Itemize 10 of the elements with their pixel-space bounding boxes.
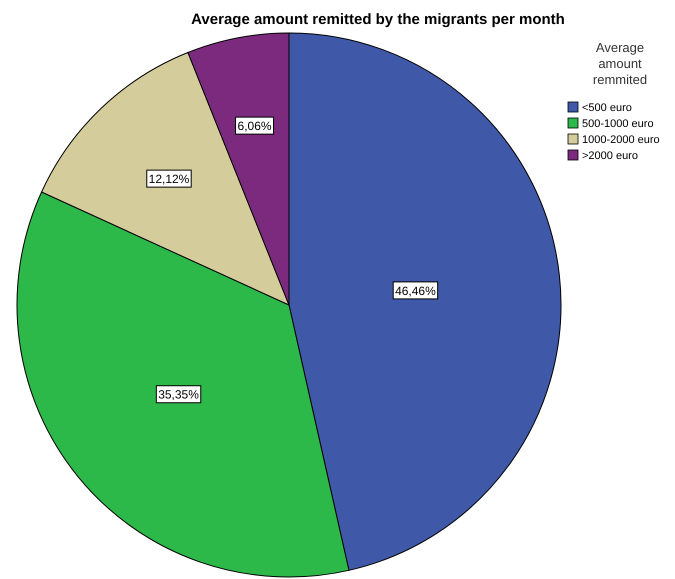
data-label: 6,06% xyxy=(238,119,272,134)
data-label: 35,35% xyxy=(158,388,200,402)
legend-label: 1000-2000 euro xyxy=(582,134,660,146)
legend-title: Average amount remmited xyxy=(592,40,648,87)
data-label: 12,12% xyxy=(148,172,190,186)
legend-label: >2000 euro xyxy=(582,150,638,162)
legend-label: <500 euro xyxy=(582,102,632,114)
chart-title: Average amount remitted by the migrants per month xyxy=(191,11,565,28)
legend-label: 500-1000 euro xyxy=(582,118,654,130)
data-label: 46,46% xyxy=(395,284,436,298)
